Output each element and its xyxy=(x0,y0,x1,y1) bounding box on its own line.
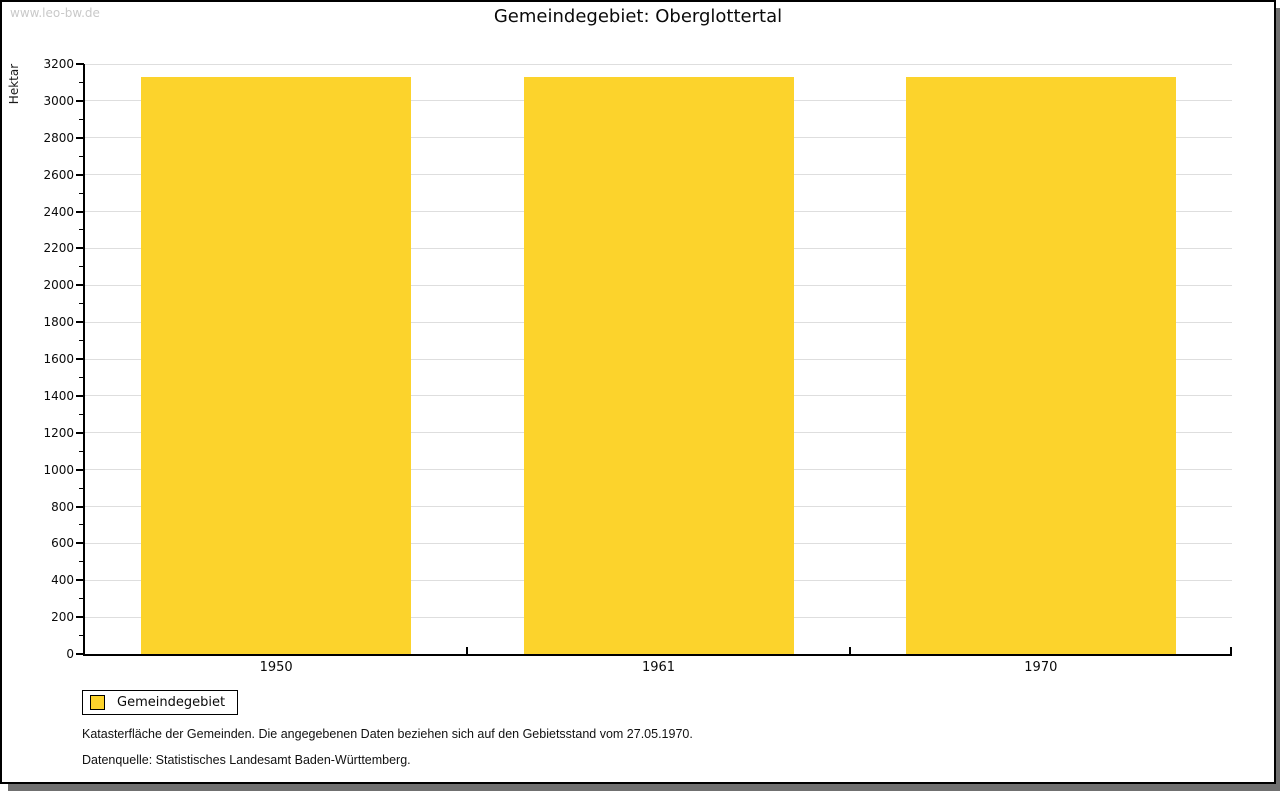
x-axis-end-tick xyxy=(1230,647,1232,654)
y-axis-major-tick xyxy=(76,136,84,139)
y-axis-tick-label: 2000 xyxy=(43,278,74,293)
y-axis-major-tick xyxy=(76,579,84,582)
legend-label: Gemeindegebiet xyxy=(117,695,226,710)
y-axis-tick-label: 3000 xyxy=(43,93,74,108)
y-axis-major-tick xyxy=(76,63,84,65)
y-axis-minor-tick xyxy=(79,524,84,526)
y-axis-minor-tick xyxy=(79,561,84,563)
y-axis-tick-label: 2400 xyxy=(43,204,74,219)
y-axis-major-tick xyxy=(76,431,84,434)
y-axis-tick-label: 0 xyxy=(66,647,74,661)
y-axis-major-tick xyxy=(76,394,84,397)
chart-title: Gemeindegebiet: Oberglottertal xyxy=(493,6,783,27)
y-axis-minor-tick xyxy=(79,266,84,268)
y-axis-line xyxy=(83,64,85,656)
watermark-leo-bw: www.leo-bw.de xyxy=(10,6,100,20)
y-axis-tick-label: 1200 xyxy=(43,425,74,440)
y-axis-minor-tick xyxy=(79,450,84,452)
frame-shadow-bottom xyxy=(8,784,1280,791)
y-axis-minor-tick xyxy=(79,303,84,305)
y-axis-minor-tick xyxy=(79,635,84,637)
footnote-data-source: Datenquelle: Statistisches Landesamt Bad… xyxy=(82,753,411,767)
y-axis-tick-label: 400 xyxy=(51,573,74,588)
y-axis-minor-tick xyxy=(79,81,84,83)
x-axis-tick-label: 1961 xyxy=(641,660,676,675)
gridline xyxy=(85,63,1232,65)
frame-shadow-right xyxy=(1276,8,1280,791)
y-axis-major-tick xyxy=(76,173,84,176)
y-axis-major-tick xyxy=(76,321,84,324)
footnote-source-note: Katasterfläche der Gemeinden. Die angege… xyxy=(82,727,693,741)
x-axis-category-tick xyxy=(848,647,851,654)
x-axis-line xyxy=(83,654,1232,656)
bar-1950 xyxy=(141,76,412,654)
y-axis-minor-tick xyxy=(79,155,84,157)
y-axis-tick-label: 2800 xyxy=(43,130,74,145)
y-axis-tick-label: 600 xyxy=(51,536,74,551)
legend: Gemeindegebiet xyxy=(82,690,239,715)
x-axis-category-tick xyxy=(466,647,469,654)
y-axis-tick-label: 1600 xyxy=(43,352,74,366)
y-axis-major-tick xyxy=(76,99,84,102)
y-axis-minor-tick xyxy=(79,192,84,194)
y-axis-major-tick xyxy=(76,247,84,250)
y-axis-minor-tick xyxy=(79,376,84,378)
y-axis-major-tick xyxy=(76,653,84,655)
y-axis-tick-label: 2200 xyxy=(43,241,74,256)
y-axis-tick-label: 800 xyxy=(51,499,74,514)
y-axis-tick-label: 3200 xyxy=(43,57,74,71)
y-axis-minor-tick xyxy=(79,340,84,342)
bar-1961 xyxy=(523,76,794,654)
y-axis-major-tick xyxy=(76,505,84,508)
legend-swatch-gemeindegebiet xyxy=(90,695,105,710)
y-axis-tick-label: 200 xyxy=(51,610,74,625)
y-axis-minor-tick xyxy=(79,413,84,415)
bar-1970 xyxy=(905,76,1176,654)
y-axis-tick-label: 2600 xyxy=(43,167,74,182)
y-axis-minor-tick xyxy=(79,229,84,231)
y-axis-minor-tick xyxy=(79,487,84,489)
y-axis-tick-label: 1800 xyxy=(43,315,74,330)
y-axis-minor-tick xyxy=(79,598,84,600)
y-axis-major-tick xyxy=(76,616,84,619)
y-axis-major-tick xyxy=(76,542,84,545)
y-axis-tick-label: 1000 xyxy=(43,462,74,477)
y-axis-major-tick xyxy=(76,358,84,360)
y-axis-major-tick xyxy=(76,468,84,471)
x-axis-tick-label: 1950 xyxy=(259,660,293,675)
y-axis-minor-tick xyxy=(79,118,84,120)
x-axis-tick-label: 1970 xyxy=(1024,660,1058,675)
y-axis-major-tick xyxy=(76,210,84,213)
y-axis-major-tick xyxy=(76,284,84,287)
y-axis-tick-label: 1400 xyxy=(43,388,74,403)
